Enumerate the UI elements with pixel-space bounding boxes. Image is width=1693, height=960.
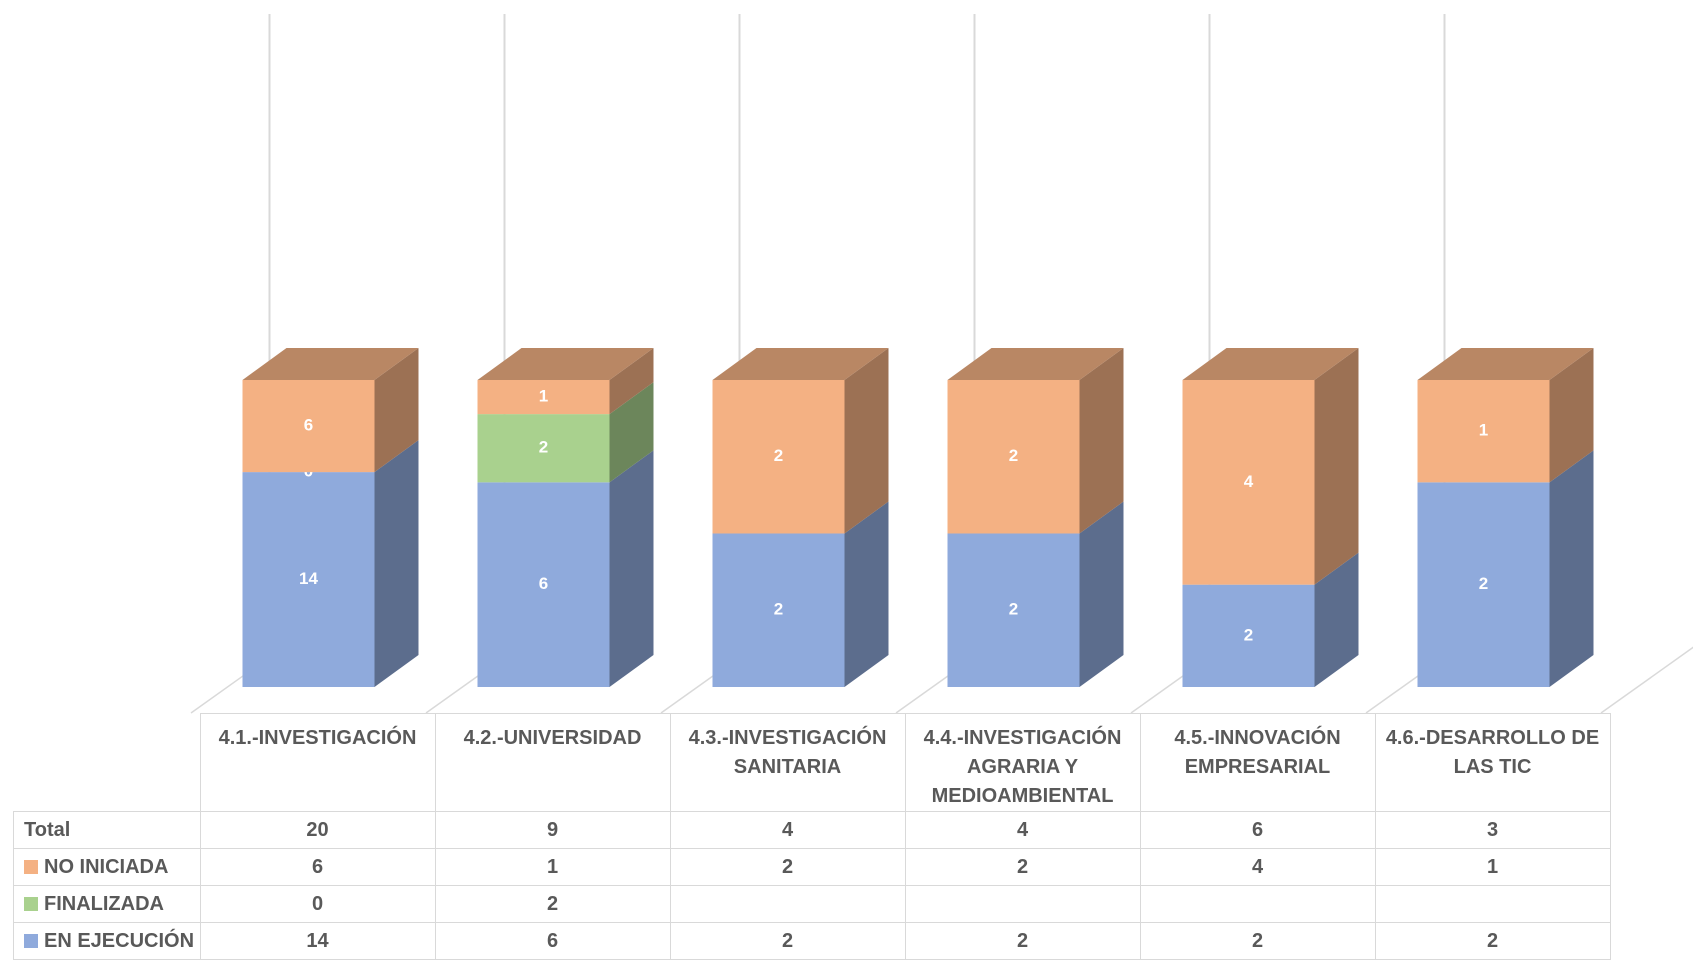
legend-label: FINALIZADA <box>44 892 164 915</box>
data-label: 2 <box>774 600 783 619</box>
bar <box>1417 380 1550 483</box>
legend-label: Total <box>24 818 71 841</box>
table-cell: 2 <box>1374 922 1611 960</box>
bar <box>1182 380 1315 585</box>
table-cell: 0 <box>199 885 436 923</box>
bar-top <box>712 348 889 380</box>
bar <box>947 533 1080 687</box>
data-label: 6 <box>304 416 313 435</box>
table-cell: 4 <box>669 811 906 849</box>
data-table: 4.1.-INVESTIGACIÓN 4.2.-UNIVERSIDAD 4.3.-I… <box>13 713 1611 960</box>
table-cell: 6 <box>434 922 671 960</box>
bar <box>1182 584 1315 687</box>
bar-side <box>609 348 654 415</box>
table-cell: 2 <box>669 848 906 886</box>
table-row: FINALIZADA 0 2 <box>13 885 1611 923</box>
row-header: EN EJECUCIÓN <box>13 922 201 960</box>
bar-side <box>1314 552 1359 687</box>
data-label: 14 <box>299 569 318 588</box>
bar-top <box>477 348 654 380</box>
bar-side <box>374 348 419 473</box>
table-row: NO INICIADA 6 1 2 2 4 1 <box>13 848 1611 886</box>
floor-line <box>1600 646 1693 714</box>
bar <box>712 380 845 534</box>
table-cell: 2 <box>434 885 671 923</box>
data-label: 1 <box>1479 421 1488 440</box>
bar-top <box>1417 348 1594 380</box>
bar <box>1417 482 1550 687</box>
category-label: 4.6.-DESARROLLO DE LAS TIC <box>1374 713 1611 812</box>
table-cell: 2 <box>669 922 906 960</box>
data-label: 2 <box>774 446 783 465</box>
category-label: 4.2.-UNIVERSIDAD <box>434 713 671 812</box>
category-label: 4.4.-INVESTIGACIÓN AGRARIA Y MEDIOAMBIEN… <box>904 713 1141 812</box>
corner-cell <box>14 714 201 812</box>
legend-label: NO INICIADA <box>44 855 169 878</box>
data-label: 2 <box>1244 625 1253 644</box>
legend-swatch <box>24 859 38 874</box>
category-label: 4.1.-INVESTIGACIÓN <box>199 713 436 812</box>
table-cell: 2 <box>904 922 1141 960</box>
table-cell: 4 <box>1139 848 1376 886</box>
table-cell <box>1139 885 1376 923</box>
data-label: 1 <box>539 387 548 406</box>
data-label: 2 <box>1009 446 1018 465</box>
table-cell: 14 <box>199 922 436 960</box>
bar-top <box>1182 348 1359 380</box>
table-row: EN EJECUCIÓN 14 6 2 2 2 2 <box>13 922 1611 960</box>
header-row: 4.1.-INVESTIGACIÓN 4.2.-UNIVERSIDAD 4.3.-I… <box>14 713 1611 812</box>
bar <box>712 533 845 687</box>
table-cell: 2 <box>904 848 1141 886</box>
bar-side <box>844 501 889 687</box>
table-cell: 3 <box>1374 811 1611 849</box>
table-cell: 1 <box>1374 848 1611 886</box>
bar-side <box>1079 501 1124 687</box>
bar-top <box>947 348 1124 380</box>
bar-top <box>242 348 419 380</box>
data-label: 6 <box>539 574 548 593</box>
table-cell: 1 <box>434 848 671 886</box>
data-label: 2 <box>539 438 548 457</box>
row-header: Total <box>13 811 201 849</box>
table-cell <box>1374 885 1611 923</box>
table-cell: 6 <box>1139 811 1376 849</box>
bar <box>477 482 610 687</box>
table-row: Total 20 9 4 4 6 3 <box>13 811 1611 849</box>
bar-side <box>609 382 654 483</box>
data-label: 4 <box>1244 472 1254 491</box>
table-cell <box>669 885 906 923</box>
bar <box>242 472 375 687</box>
legend-swatch <box>24 896 38 911</box>
bar-side <box>374 440 419 687</box>
bar-side <box>1314 348 1359 585</box>
bar-side <box>609 450 654 687</box>
table-cell: 6 <box>199 848 436 886</box>
bar <box>242 380 375 473</box>
category-label: 4.5.-INNOVACIÓN EMPRESARIAL <box>1139 713 1376 812</box>
data-label: 2 <box>1009 600 1018 619</box>
table-cell: 20 <box>199 811 436 849</box>
bar-side <box>1549 348 1594 483</box>
table-cell <box>904 885 1141 923</box>
row-header: NO INICIADA <box>13 848 201 886</box>
bar-side <box>1079 348 1124 534</box>
bar-side <box>1549 450 1594 687</box>
bar-side <box>844 348 889 534</box>
bar <box>477 380 610 415</box>
bar <box>947 380 1080 534</box>
legend-swatch <box>24 933 38 948</box>
legend-label: EN EJECUCIÓN <box>44 929 195 952</box>
table-cell: 4 <box>904 811 1141 849</box>
row-header: FINALIZADA <box>13 885 201 923</box>
bar <box>477 414 610 483</box>
table-cell: 2 <box>1139 922 1376 960</box>
category-label: 4.3.-INVESTIGACIÓN SANITARIA <box>669 713 906 812</box>
data-label: 2 <box>1479 574 1488 593</box>
table-cell: 9 <box>434 811 671 849</box>
